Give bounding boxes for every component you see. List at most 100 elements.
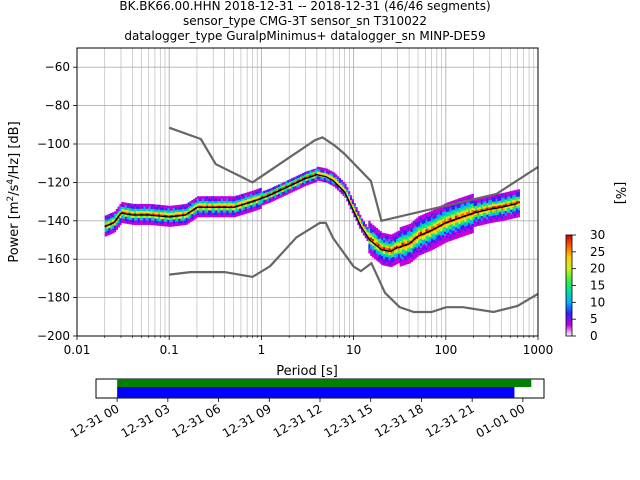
psd-cell — [148, 222, 152, 225]
psd-cell — [152, 218, 155, 221]
psd-cell — [158, 214, 161, 217]
psd-cell — [455, 199, 458, 203]
psd-cell — [510, 204, 513, 208]
psd-cell — [213, 196, 216, 199]
psd-cell — [477, 221, 480, 224]
psd-cell — [410, 254, 414, 258]
psd-cell — [137, 208, 141, 212]
psd-cell — [309, 177, 312, 180]
psd-cell — [333, 179, 336, 183]
psd-cell — [390, 262, 393, 265]
psd-cell — [322, 172, 325, 176]
psd-cell — [141, 210, 144, 214]
psd-cell — [248, 205, 251, 209]
psd-cell — [460, 229, 463, 233]
psd-cell — [228, 198, 231, 202]
psd-cell — [410, 231, 414, 235]
psd-cell — [432, 221, 436, 224]
psd-cell — [163, 216, 166, 220]
psd-cell — [224, 207, 227, 211]
psd-cell — [502, 206, 506, 210]
psd-cell — [132, 220, 135, 223]
psd-cell — [381, 246, 384, 250]
psd-cell — [436, 242, 439, 245]
psd-cell — [359, 214, 362, 218]
psd-cell — [443, 235, 447, 239]
psd-cell — [110, 215, 113, 218]
psd-cell — [372, 231, 375, 235]
psd-cell — [104, 217, 107, 221]
psd-cell — [383, 256, 386, 259]
psd-cell — [466, 202, 469, 206]
psd-cell — [517, 205, 520, 209]
psd-cell — [502, 199, 506, 203]
psd-cell — [163, 212, 166, 215]
psd-cell — [408, 230, 412, 234]
psd-cell — [171, 217, 174, 220]
psd-cell — [490, 197, 493, 200]
psd-cell — [237, 195, 240, 198]
psd-cell — [416, 249, 419, 253]
psd-cell — [451, 212, 454, 215]
psd-cell — [202, 196, 205, 199]
psd-cell — [259, 199, 262, 203]
psd-cell — [353, 203, 356, 206]
psd-cell — [396, 259, 399, 262]
psd-cell — [410, 257, 414, 260]
psd-cell — [314, 168, 318, 171]
psd-cell — [206, 205, 209, 209]
psd-cell — [488, 220, 491, 224]
psd-cell — [196, 203, 200, 206]
psd-cell — [121, 220, 124, 224]
psd-cell — [416, 238, 419, 242]
psd-cell — [222, 196, 225, 199]
psd-cell — [394, 237, 397, 240]
psd-cell — [445, 214, 449, 217]
psd-cell — [228, 207, 231, 211]
psd-cell — [460, 225, 463, 228]
psd-cell — [440, 240, 443, 243]
psd-cell — [403, 262, 406, 266]
psd-cell — [119, 215, 122, 219]
psd-cell — [139, 215, 142, 219]
y-tick-label: −160 — [37, 252, 70, 266]
psd-cell — [121, 202, 124, 205]
psd-cell — [309, 172, 312, 176]
psd-cell — [390, 243, 393, 247]
psd-cell — [279, 190, 283, 194]
psd-cell — [408, 258, 412, 262]
psd-cell — [480, 211, 484, 214]
psd-cell — [370, 223, 373, 227]
psd-cell — [451, 226, 454, 229]
psd-cell — [377, 234, 380, 237]
psd-cell — [335, 174, 338, 178]
psd-cell — [423, 234, 426, 238]
psd-cell — [440, 212, 443, 216]
psd-cell — [296, 175, 299, 179]
psd-cell — [373, 244, 377, 248]
coverage-tick-label: 12-31 18 — [372, 401, 426, 440]
psd-cell — [427, 239, 430, 243]
psd-cell — [480, 213, 484, 216]
psd-cell — [335, 183, 338, 187]
psd-cell — [230, 205, 233, 209]
psd-cell — [449, 222, 452, 225]
psd-cell — [414, 240, 417, 243]
psd-cell — [486, 209, 489, 213]
psd-cell — [497, 212, 500, 215]
psd-cell — [148, 210, 152, 214]
psd-cell — [491, 201, 495, 205]
psd-cell — [145, 217, 148, 221]
psd-cell — [148, 215, 152, 219]
psd-cell — [431, 222, 434, 225]
psd-cell — [250, 202, 253, 206]
psd-cell — [510, 191, 513, 194]
psd-cell — [335, 176, 338, 180]
psd-cell — [396, 236, 399, 239]
psd-cell — [167, 224, 170, 227]
psd-cell — [390, 246, 393, 249]
psd-cell — [274, 188, 277, 192]
psd-cell — [478, 209, 482, 212]
psd-cell — [379, 251, 382, 255]
psd-cell — [163, 214, 166, 218]
